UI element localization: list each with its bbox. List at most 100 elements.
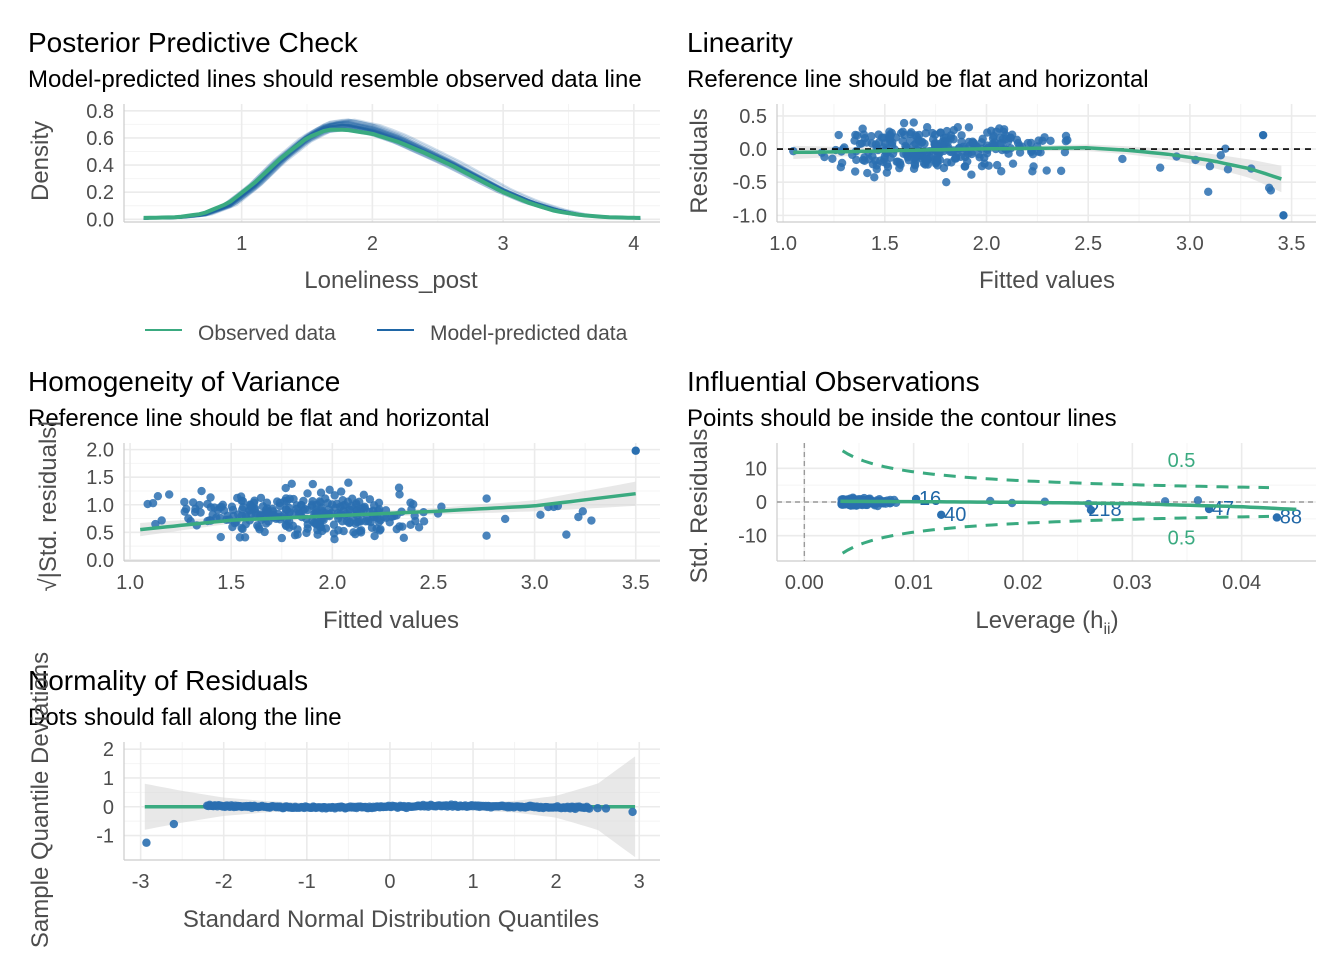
y-tick-label: 0.0 — [86, 550, 114, 572]
residual-point — [369, 501, 379, 510]
residual-point — [1118, 154, 1127, 164]
residual-point — [164, 490, 174, 499]
y-tick-label: 2 — [103, 739, 114, 761]
residual-point — [942, 177, 951, 187]
residual-point — [1155, 163, 1165, 172]
residual-point — [578, 507, 588, 516]
y-tick-label: 10 — [745, 458, 767, 480]
residual-point — [951, 154, 961, 163]
normality-panel: Normality of Residuals Dots should fall … — [27, 652, 660, 948]
residual-point — [348, 494, 357, 503]
residual-point — [828, 154, 837, 163]
residual-point — [372, 524, 381, 533]
residual-point — [182, 504, 191, 514]
residual-point — [411, 516, 420, 526]
residual-point — [1036, 148, 1045, 157]
residual-point — [860, 156, 869, 166]
quantile-point — [142, 838, 151, 847]
residual-point — [1279, 211, 1288, 220]
homogeneity-y-axis-label: √|Std. residuals| — [35, 420, 62, 591]
x-tick-label: -1 — [298, 871, 316, 893]
residual-point — [336, 487, 346, 496]
x-tick-label: 3 — [634, 871, 645, 893]
residual-point — [899, 118, 909, 128]
labeled-observation-point — [1086, 505, 1096, 515]
linearity-y-axis-label: Residuals — [686, 108, 713, 213]
residual-point — [308, 500, 317, 509]
residual-point — [325, 485, 334, 495]
residual-point — [928, 128, 937, 138]
x-tick-label: 0 — [384, 871, 395, 893]
residual-point — [275, 498, 284, 508]
residual-point — [997, 167, 1006, 176]
residual-point — [1042, 166, 1051, 175]
labeled-observation-point — [937, 510, 946, 519]
residual-point — [227, 502, 237, 511]
linearity-panel: Linearity Reference line should be flat … — [686, 27, 1316, 294]
residual-point — [851, 130, 860, 140]
residual-point — [399, 533, 409, 543]
residual-point — [157, 516, 166, 525]
residual-point — [370, 531, 379, 541]
residual-point — [820, 152, 829, 162]
residual-point — [978, 134, 987, 144]
residual-point — [906, 129, 915, 139]
x-tick-label: 4 — [628, 233, 639, 255]
residual-point — [213, 505, 223, 515]
residual-point — [359, 490, 369, 499]
residual-point — [482, 494, 491, 503]
y-tick-label: 2.0 — [86, 440, 114, 462]
residual-point — [263, 504, 272, 513]
quantile-point — [628, 807, 637, 817]
residual-point — [870, 173, 879, 182]
residual-point — [1056, 166, 1066, 176]
normality-plot-area: -3 -2 -1 0 1 2 3 -1 0 1 2 — [96, 739, 660, 893]
residual-point — [905, 136, 915, 145]
observation-id-label: 40 — [944, 504, 966, 526]
residual-point — [989, 131, 998, 141]
observed-data-line — [143, 127, 641, 220]
residual-point — [285, 494, 294, 504]
x-tick-label: 3.0 — [1176, 233, 1204, 255]
observation-point — [1193, 496, 1203, 505]
residual-point — [191, 504, 200, 514]
residual-point — [898, 136, 907, 146]
y-tick-label: 0 — [103, 797, 114, 819]
residual-point — [933, 161, 942, 170]
residual-point — [218, 500, 228, 510]
residual-point — [180, 497, 189, 507]
residual-point — [327, 500, 337, 509]
residual-point — [277, 533, 287, 543]
residual-point — [394, 483, 404, 492]
residual-point — [1003, 137, 1013, 146]
confidence-band — [140, 481, 636, 537]
residual-point — [1221, 144, 1230, 153]
residual-point — [317, 506, 327, 516]
residual-point — [922, 123, 932, 132]
confidence-band — [793, 144, 1282, 193]
residual-point — [281, 521, 291, 531]
residual-point — [834, 130, 843, 140]
x-tick-label: 2.5 — [420, 572, 448, 594]
residual-point — [347, 501, 356, 511]
residual-point — [903, 153, 912, 162]
residual-point — [349, 528, 358, 537]
y-tick-label: 0.5 — [86, 522, 114, 544]
residual-point — [153, 491, 163, 501]
residual-point — [303, 520, 312, 529]
y-tick-label: -0.5 — [733, 172, 767, 194]
observation-id-label: 47 — [1212, 498, 1234, 520]
x-tick-label: 2.0 — [318, 572, 346, 594]
residual-point — [910, 161, 920, 170]
residual-point — [1061, 131, 1071, 141]
quantile-point — [593, 803, 602, 813]
residual-point — [850, 167, 860, 176]
residual-point — [992, 160, 1002, 170]
residual-point — [867, 132, 876, 141]
residual-point — [863, 168, 872, 178]
residual-point — [245, 500, 255, 509]
observation-id-label: 16 — [919, 488, 941, 510]
y-tick-label: 0 — [756, 492, 767, 514]
loess-smooth-line — [140, 491, 636, 532]
